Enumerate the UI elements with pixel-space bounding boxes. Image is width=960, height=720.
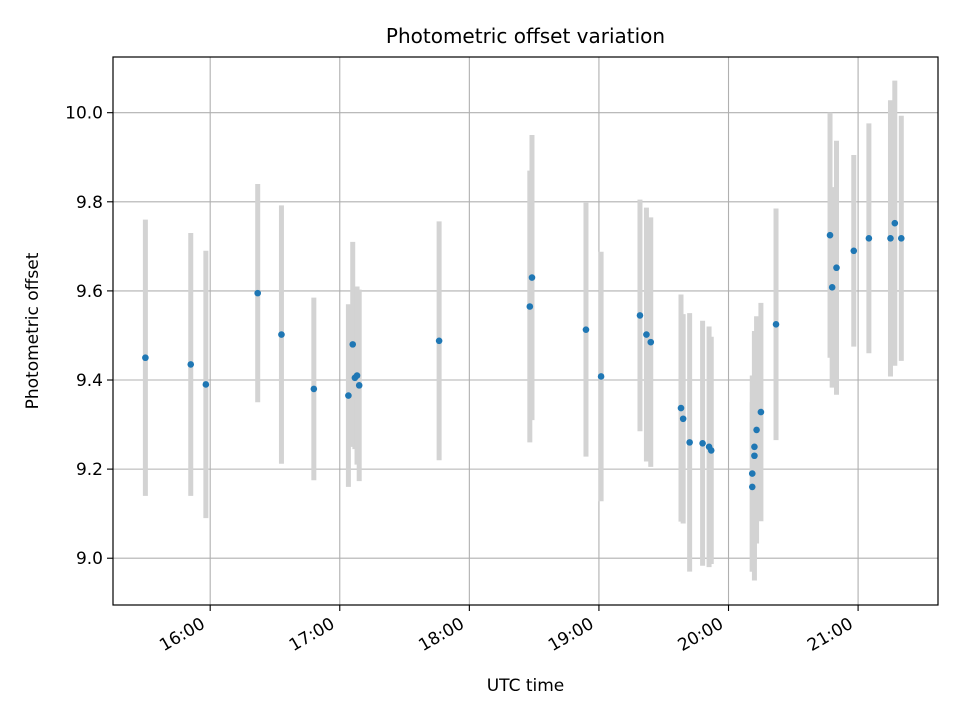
data-point [526, 303, 534, 310]
data-point [828, 284, 836, 291]
data-point [865, 235, 873, 242]
data-point [833, 264, 840, 272]
data-point [699, 439, 706, 447]
data-point [636, 312, 644, 319]
data-point [254, 289, 261, 297]
data-point [897, 235, 905, 242]
x-tick-label: 16:00 [156, 614, 208, 656]
y-tick-label: 9.8 [76, 193, 103, 213]
data-point [850, 247, 858, 255]
errorbar-layer [142, 80, 904, 581]
data-point [891, 219, 899, 227]
data-point [677, 404, 685, 412]
data-point [826, 231, 834, 239]
data-point [753, 426, 760, 434]
grid-layer [113, 57, 938, 605]
data-point [142, 354, 149, 362]
x-axis-label: UTC time [487, 676, 565, 696]
chart-title: Photometric offset variation [386, 24, 665, 48]
x-tick-label: 17:00 [286, 614, 338, 656]
point-layer [142, 219, 905, 491]
y-axis-label: Photometric offset [23, 252, 43, 409]
data-point [187, 361, 195, 368]
y-tick-label: 9.2 [76, 460, 103, 480]
x-tick-label: 19:00 [545, 614, 597, 656]
data-point [772, 321, 780, 328]
data-point [679, 415, 687, 423]
data-point [353, 372, 361, 379]
y-tick-label: 9.4 [76, 371, 103, 391]
data-point [751, 443, 758, 451]
data-point [528, 274, 536, 281]
data-point [310, 385, 318, 393]
data-point [686, 439, 693, 446]
data-point [887, 235, 894, 242]
plot-frame [112, 56, 939, 606]
data-point [582, 326, 590, 333]
data-point [345, 392, 352, 399]
data-point [707, 447, 715, 454]
x-tick-label: 20:00 [675, 614, 727, 656]
data-point [278, 331, 285, 338]
y-tick-label: 10.0 [65, 104, 103, 124]
x-tick-label: 18:00 [415, 614, 467, 656]
data-point [349, 341, 357, 348]
data-point [355, 382, 363, 389]
data-point [748, 483, 756, 491]
data-point [757, 408, 765, 416]
y-tick-label: 9.0 [76, 549, 103, 569]
data-point [435, 337, 443, 345]
data-point [647, 338, 655, 346]
data-point [202, 381, 210, 388]
x-tick-label: 21:00 [804, 614, 856, 656]
data-point [643, 331, 650, 338]
data-point [751, 452, 758, 460]
y-tick-label: 9.6 [76, 282, 103, 302]
data-point [748, 470, 756, 477]
data-point [597, 373, 605, 380]
